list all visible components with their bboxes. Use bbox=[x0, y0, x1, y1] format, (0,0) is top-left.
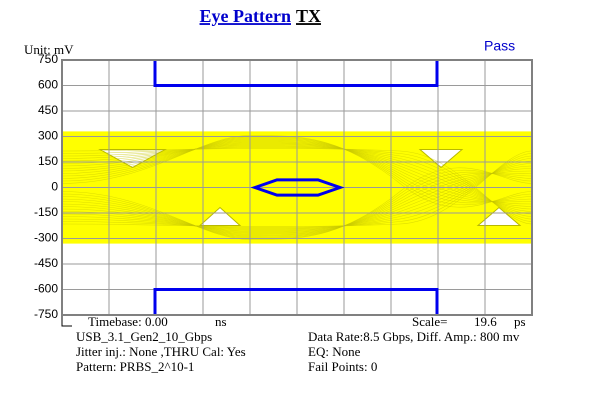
eye-trace bbox=[61, 170, 533, 235]
chart-title: Eye Pattern bbox=[200, 6, 291, 26]
inner-mask bbox=[250, 178, 345, 197]
scale-unit: ps bbox=[514, 314, 526, 329]
eye-opening bbox=[198, 206, 242, 226]
eye-trace bbox=[61, 142, 533, 210]
eye-trace bbox=[61, 172, 533, 236]
info-text: Data Rate:8.5 Gbps, Diff. Amp.: 800 mv bbox=[308, 329, 520, 344]
eye-trace bbox=[61, 153, 533, 228]
info-text: USB_3.1_Gen2_10_Gbps bbox=[76, 329, 212, 344]
eye-trace bbox=[61, 172, 533, 237]
eye-trace bbox=[61, 137, 533, 204]
eye-trace bbox=[61, 165, 533, 233]
upper-mask bbox=[153, 60, 439, 87]
y-tick-label: 600 bbox=[38, 78, 58, 92]
eye-trace bbox=[61, 145, 533, 217]
y-tick-label: 750 bbox=[38, 52, 58, 66]
scale-label: Scale= bbox=[412, 314, 447, 329]
eye-trace bbox=[61, 163, 533, 232]
y-tick-label: -600 bbox=[34, 282, 58, 296]
y-tick-label: 0 bbox=[51, 180, 58, 194]
plot-area bbox=[61, 59, 533, 316]
info-text: Pattern: PRBS_2^10-1 bbox=[76, 359, 194, 374]
eye-trace bbox=[61, 160, 533, 231]
scale-value: 19.6 bbox=[474, 314, 497, 329]
y-tick-label: -300 bbox=[34, 231, 58, 245]
eye-trace bbox=[61, 171, 533, 238]
eye-trace bbox=[61, 150, 533, 227]
y-tick-label: -150 bbox=[34, 205, 58, 219]
info-text: EQ: None bbox=[308, 344, 361, 359]
eye-opening bbox=[476, 206, 522, 226]
eye-trace bbox=[61, 158, 533, 230]
lower-mask bbox=[153, 288, 439, 315]
timebase-unit: ns bbox=[215, 314, 227, 329]
y-tick-label: -750 bbox=[34, 307, 58, 321]
y-tick-label: 300 bbox=[38, 129, 58, 143]
eye-trace bbox=[61, 138, 533, 203]
y-tick-label: -450 bbox=[34, 256, 58, 270]
eye-trace bbox=[61, 146, 533, 220]
eye-trace bbox=[61, 155, 533, 229]
info-text: Fail Points: 0 bbox=[308, 359, 377, 374]
eye-trace bbox=[61, 167, 533, 240]
status-label: Pass bbox=[484, 38, 515, 54]
eye-trace bbox=[61, 139, 533, 203]
y-tick-label: 450 bbox=[38, 103, 58, 117]
eye-trace bbox=[61, 144, 533, 215]
timebase-label: Timebase: 0.00 bbox=[88, 314, 168, 329]
eye-trace bbox=[61, 140, 533, 205]
plot-border bbox=[61, 59, 533, 316]
corner-mark bbox=[61, 316, 72, 327]
eye-trace bbox=[61, 168, 533, 234]
chart-title-suffix: TX bbox=[296, 6, 321, 26]
eye-trace bbox=[61, 148, 533, 225]
info-text: Jitter inj.: None ,THRU Cal: Yes bbox=[76, 344, 246, 359]
eye-trace bbox=[61, 141, 533, 207]
y-tick-label: 150 bbox=[38, 154, 58, 168]
unit-label: Unit: mV bbox=[24, 42, 74, 57]
eye-trace bbox=[61, 147, 533, 222]
eye-trace bbox=[61, 135, 533, 208]
eye-trace bbox=[61, 143, 533, 212]
